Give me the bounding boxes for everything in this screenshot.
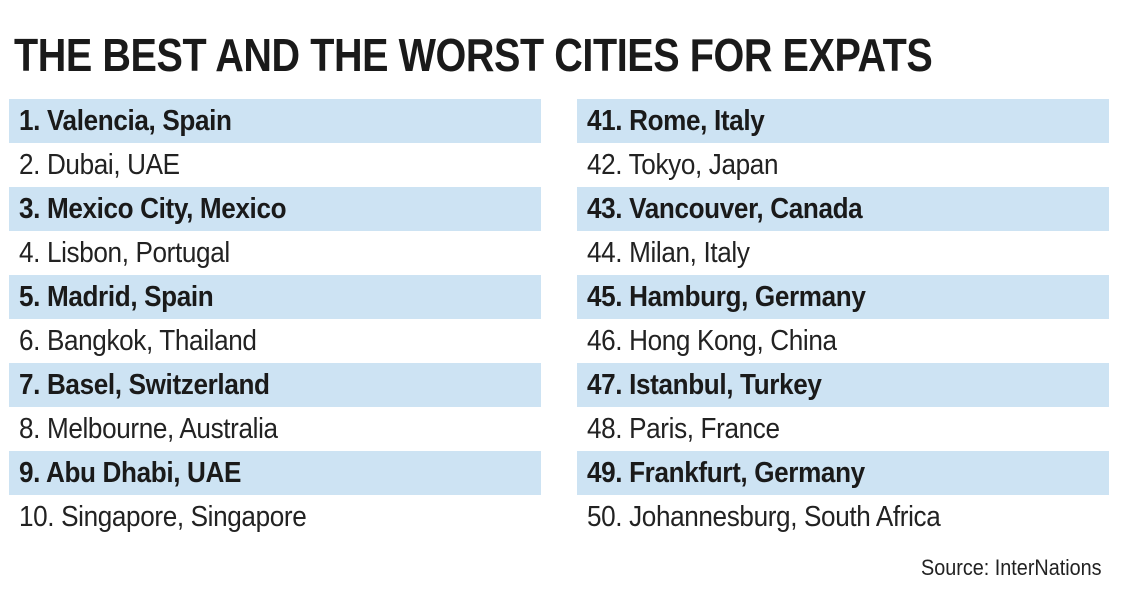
list-item-label: 10. Singapore, Singapore: [19, 501, 307, 533]
list-item: 9. Abu Dhabi, UAE: [9, 451, 541, 495]
list-item-label: 5. Madrid, Spain: [19, 281, 214, 313]
list-item-label: 44. Milan, Italy: [587, 237, 750, 269]
list-item: 45. Hamburg, Germany: [577, 275, 1109, 319]
list-item: 47. Istanbul, Turkey: [577, 363, 1109, 407]
list-item: 48. Paris, France: [577, 407, 1109, 451]
list-item-label: 42. Tokyo, Japan: [587, 149, 779, 181]
list-item-label: 3. Mexico City, Mexico: [19, 193, 287, 225]
list-item-label: 1. Valencia, Spain: [19, 105, 232, 137]
list-item: 3. Mexico City, Mexico: [9, 187, 541, 231]
list-item: 49. Frankfurt, Germany: [577, 451, 1109, 495]
list-item-label: 8. Melbourne, Australia: [19, 413, 278, 445]
list-item-label: 47. Istanbul, Turkey: [587, 369, 822, 401]
list-item: 42. Tokyo, Japan: [577, 143, 1109, 187]
list-item: 44. Milan, Italy: [577, 231, 1109, 275]
list-item-label: 48. Paris, France: [587, 413, 780, 445]
list-item-label: 49. Frankfurt, Germany: [587, 457, 865, 489]
list-item-label: 9. Abu Dhabi, UAE: [19, 457, 242, 489]
list-item-label: 4. Lisbon, Portugal: [19, 237, 230, 269]
list-item-label: 7. Basel, Switzerland: [19, 369, 270, 401]
page-title: THE BEST AND THE WORST CITIES FOR EXPATS: [14, 29, 933, 81]
list-item: 41. Rome, Italy: [577, 99, 1109, 143]
list-item: 5. Madrid, Spain: [9, 275, 541, 319]
best-cities-list: 1. Valencia, Spain 2. Dubai, UAE 3. Mexi…: [9, 99, 541, 539]
list-item-label: 45. Hamburg, Germany: [587, 281, 866, 313]
list-item-label: 41. Rome, Italy: [587, 105, 765, 137]
list-item: 4. Lisbon, Portugal: [9, 231, 541, 275]
list-item-label: 6. Bangkok, Thailand: [19, 325, 257, 357]
list-item-label: 43. Vancouver, Canada: [587, 193, 863, 225]
list-item: 46. Hong Kong, China: [577, 319, 1109, 363]
list-item-label: 50. Johannesburg, South Africa: [587, 501, 941, 533]
list-item-label: 46. Hong Kong, China: [587, 325, 837, 357]
list-item: 10. Singapore, Singapore: [9, 495, 541, 539]
source-credit: Source: InterNations: [921, 555, 1102, 580]
list-item: 43. Vancouver, Canada: [577, 187, 1109, 231]
worst-cities-list: 41. Rome, Italy 42. Tokyo, Japan 43. Van…: [577, 99, 1109, 539]
list-item: 50. Johannesburg, South Africa: [577, 495, 1109, 539]
list-item: 7. Basel, Switzerland: [9, 363, 541, 407]
list-item: 1. Valencia, Spain: [9, 99, 541, 143]
list-item: 6. Bangkok, Thailand: [9, 319, 541, 363]
list-item: 2. Dubai, UAE: [9, 143, 541, 187]
list-item: 8. Melbourne, Australia: [9, 407, 541, 451]
list-item-label: 2. Dubai, UAE: [19, 149, 180, 181]
